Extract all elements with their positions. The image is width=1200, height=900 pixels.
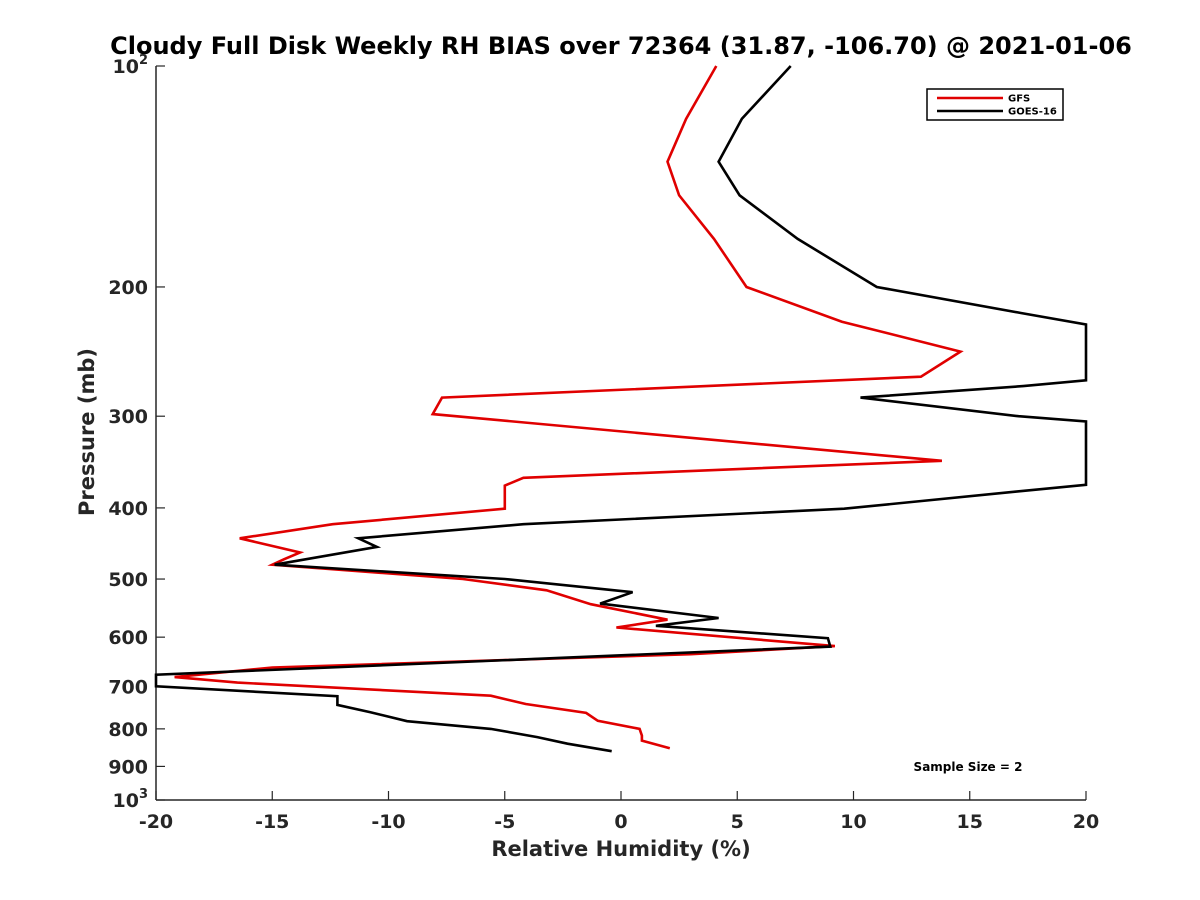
y-tick-exponent: 3 bbox=[139, 787, 148, 802]
y-tick-label: 900 bbox=[108, 756, 148, 778]
x-tick-label: 15 bbox=[957, 811, 983, 833]
legend-box bbox=[926, 88, 1064, 121]
x-tick-label: 10 bbox=[840, 811, 866, 833]
y-tick-label: 103 bbox=[113, 787, 149, 812]
y-tick-label: 800 bbox=[108, 719, 148, 741]
plot-area: -20 -15 -10 -5 0 5 10 15 20102200300400500600700… bbox=[108, 53, 1099, 833]
y-tick-label: 500 bbox=[108, 569, 148, 591]
x-tick-label: -15 bbox=[255, 811, 289, 833]
x-tick-label: 5 bbox=[731, 811, 744, 833]
legend-label-goes16: GOES-16 bbox=[1008, 107, 1057, 118]
x-axis-label: Relative Humidity (%) bbox=[491, 837, 750, 861]
y-tick-base: 10 bbox=[113, 790, 139, 812]
y-tick-exponent: 2 bbox=[139, 53, 148, 68]
y-tick-label: 300 bbox=[108, 406, 148, 428]
chart-title: Cloudy Full Disk Weekly RH BIAS over 723… bbox=[110, 32, 1132, 60]
y-tick-label: 102 bbox=[113, 53, 149, 78]
legend-label-gfs: GFS bbox=[1008, 94, 1030, 105]
x-tick-label: 0 bbox=[614, 811, 627, 833]
y-tick-label: 600 bbox=[108, 627, 148, 649]
series-line-gfs bbox=[174, 65, 964, 750]
series-line-goes16 bbox=[154, 65, 1088, 753]
y-tick-label: 700 bbox=[108, 676, 148, 698]
x-tick-label: -20 bbox=[139, 811, 173, 833]
y-tick-base: 10 bbox=[113, 56, 139, 78]
x-tick-label: -5 bbox=[494, 811, 515, 833]
sample-size-annotation: Sample Size = 2 bbox=[914, 760, 1023, 774]
x-tick-label: 20 bbox=[1073, 811, 1099, 833]
x-tick-label: -10 bbox=[371, 811, 405, 833]
y-axis-label: Pressure (mb) bbox=[75, 348, 99, 516]
y-tick-label: 200 bbox=[108, 277, 148, 299]
legend: GFS GOES-16 bbox=[926, 88, 1064, 121]
y-tick-label: 400 bbox=[108, 498, 148, 520]
